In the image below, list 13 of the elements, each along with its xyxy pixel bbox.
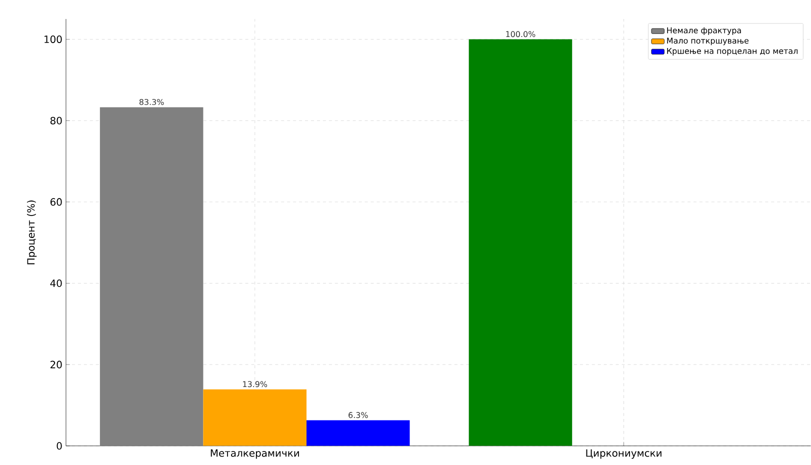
- bar: [468, 39, 572, 446]
- bar: [306, 420, 410, 446]
- y-tick-label: 20: [50, 360, 62, 368]
- y-tick-label: 0: [56, 442, 62, 450]
- bar: [203, 389, 307, 446]
- y-axis-title: Процент (%): [26, 200, 37, 264]
- bar: [100, 107, 204, 446]
- x-tick-label: Металкерамички: [210, 449, 299, 459]
- y-tick-label: 100: [44, 36, 62, 44]
- y-tick-label: 60: [50, 198, 62, 206]
- y-tick-label: 80: [50, 116, 62, 124]
- y-tick-label: 40: [50, 280, 62, 288]
- x-tick-label: Циркониумски: [586, 449, 662, 459]
